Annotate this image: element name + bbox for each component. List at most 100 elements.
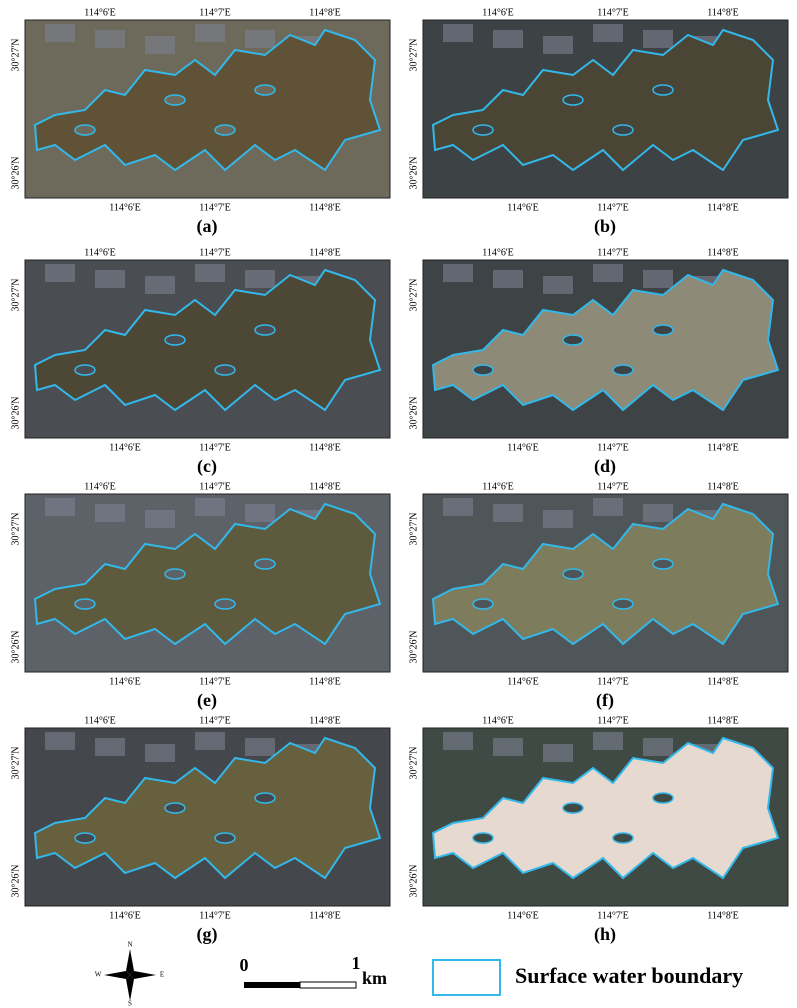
image-block (45, 732, 75, 750)
lon-tick-bottom: 114°7'E (597, 202, 629, 213)
lon-tick-bottom: 114°6'E (507, 910, 539, 921)
lat-tick: 30°27'N (10, 512, 21, 545)
image-block (195, 264, 225, 282)
lon-tick-top: 114°8'E (309, 481, 341, 492)
lat-tick: 30°26'N (10, 630, 21, 663)
island (215, 125, 235, 135)
lon-tick-bottom: 114°7'E (199, 676, 231, 687)
lat-tick: 30°26'N (10, 864, 21, 897)
lon-tick-bottom: 114°8'E (309, 442, 341, 453)
image-block (493, 738, 523, 756)
image-panel (423, 20, 788, 198)
island (653, 85, 673, 95)
scale-label: 0 (240, 955, 249, 975)
lon-tick-bottom: 114°8'E (707, 676, 739, 687)
island (473, 365, 493, 375)
compass-letter: S (128, 1000, 132, 1008)
panel-caption: (d) (594, 456, 616, 477)
island (215, 599, 235, 609)
island (613, 833, 633, 843)
panel-caption: (h) (594, 924, 616, 945)
lat-tick: 30°27'N (408, 512, 419, 545)
lon-tick-top: 114°6'E (482, 715, 514, 726)
island (653, 325, 673, 335)
panel-caption: (f) (596, 690, 614, 711)
lat-tick: 30°27'N (10, 38, 21, 71)
island (473, 833, 493, 843)
lat-tick: 30°26'N (408, 156, 419, 189)
panel-caption: (b) (594, 216, 616, 237)
image-block (95, 270, 125, 288)
island (473, 125, 493, 135)
image-block (145, 510, 175, 528)
image-block (643, 30, 673, 48)
image-panel (25, 20, 390, 198)
scale-unit: km (362, 968, 387, 988)
image-panel (423, 260, 788, 438)
image-panel (25, 728, 390, 906)
lon-tick-bottom: 114°7'E (597, 442, 629, 453)
island (255, 559, 275, 569)
island (75, 833, 95, 843)
lat-tick: 30°27'N (408, 746, 419, 779)
lon-tick-top: 114°7'E (199, 247, 231, 258)
compass-letter: E (160, 971, 164, 979)
lat-tick: 30°26'N (10, 156, 21, 189)
lon-tick-top: 114°7'E (597, 7, 629, 18)
image-block (245, 738, 275, 756)
lon-tick-top: 114°7'E (199, 7, 231, 18)
image-block (195, 24, 225, 42)
island (563, 335, 583, 345)
island (215, 833, 235, 843)
lon-tick-top: 114°7'E (199, 715, 231, 726)
lat-tick: 30°26'N (408, 630, 419, 663)
lon-tick-bottom: 114°6'E (109, 910, 141, 921)
image-block (145, 36, 175, 54)
island (653, 793, 673, 803)
image-block (493, 504, 523, 522)
lon-tick-top: 114°8'E (707, 7, 739, 18)
lat-tick: 30°27'N (10, 278, 21, 311)
lat-tick: 30°27'N (10, 746, 21, 779)
lon-tick-top: 114°8'E (309, 7, 341, 18)
legend-label: Surface water boundary (515, 963, 743, 988)
lat-tick: 30°27'N (408, 278, 419, 311)
lon-tick-top: 114°6'E (84, 247, 116, 258)
island (563, 803, 583, 813)
image-block (593, 264, 623, 282)
image-block (95, 504, 125, 522)
island (75, 599, 95, 609)
island (165, 803, 185, 813)
image-block (45, 264, 75, 282)
lon-tick-top: 114°6'E (482, 481, 514, 492)
lon-tick-bottom: 114°8'E (707, 202, 739, 213)
lon-tick-top: 114°8'E (309, 247, 341, 258)
island (165, 335, 185, 345)
lon-tick-top: 114°8'E (707, 247, 739, 258)
image-block (443, 498, 473, 516)
lon-tick-bottom: 114°6'E (507, 202, 539, 213)
island (613, 125, 633, 135)
island (653, 559, 673, 569)
image-block (543, 510, 573, 528)
image-block (245, 504, 275, 522)
image-block (195, 498, 225, 516)
panel-caption: (a) (197, 216, 218, 237)
island (165, 569, 185, 579)
lon-tick-top: 114°8'E (309, 715, 341, 726)
image-block (593, 732, 623, 750)
image-panel (423, 728, 788, 906)
lat-tick: 30°26'N (408, 864, 419, 897)
lon-tick-top: 114°7'E (597, 481, 629, 492)
lon-tick-bottom: 114°8'E (309, 202, 341, 213)
lon-tick-bottom: 114°6'E (109, 202, 141, 213)
image-block (593, 498, 623, 516)
scale-bar-black (244, 982, 300, 988)
lat-tick: 30°26'N (408, 396, 419, 429)
lon-tick-bottom: 114°7'E (597, 910, 629, 921)
island (473, 599, 493, 609)
lon-tick-bottom: 114°7'E (199, 910, 231, 921)
image-block (643, 738, 673, 756)
lon-tick-bottom: 114°7'E (199, 442, 231, 453)
lon-tick-top: 114°8'E (707, 715, 739, 726)
